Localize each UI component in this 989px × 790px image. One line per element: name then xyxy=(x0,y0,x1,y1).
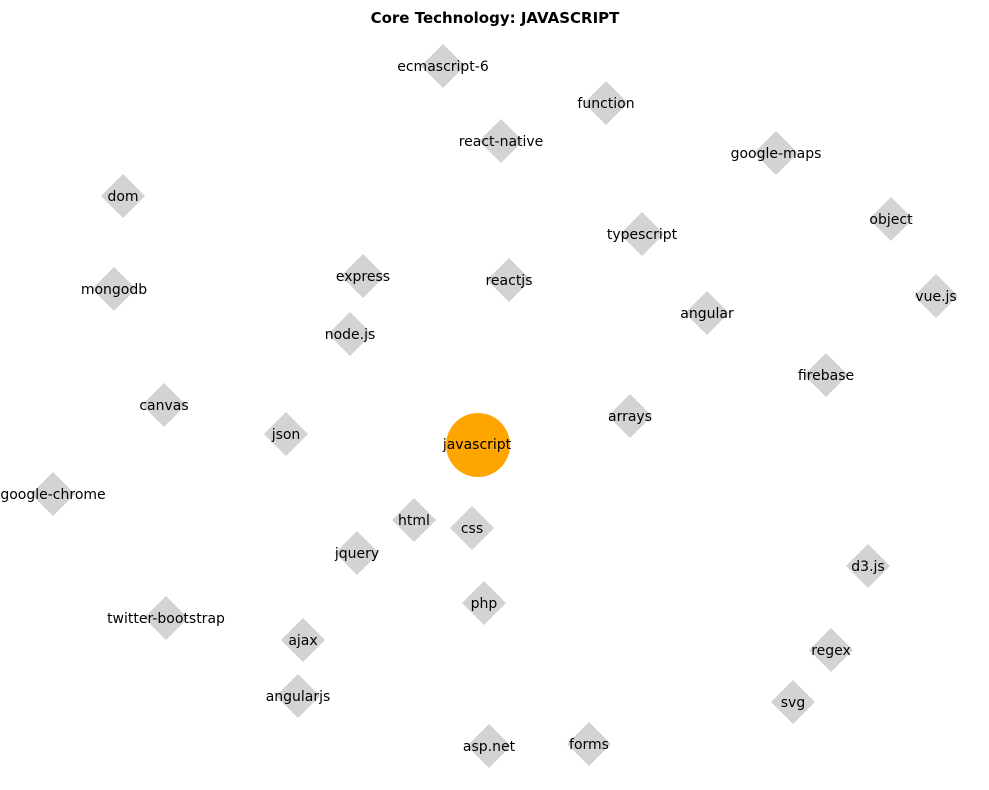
node-diamond xyxy=(754,131,798,175)
node-diamond xyxy=(467,724,511,768)
node-diamond xyxy=(392,498,436,542)
node-firebase: firebase xyxy=(798,353,854,397)
node-asp-net: asp.net xyxy=(463,724,516,768)
node-label: react-native xyxy=(459,134,544,150)
node-d3-js: d3.js xyxy=(846,544,890,588)
node-diamond xyxy=(92,267,136,311)
node-label: canvas xyxy=(139,398,188,414)
node-label: d3.js xyxy=(851,559,884,575)
node-label: vue.js xyxy=(915,289,956,305)
node-label: forms xyxy=(569,737,609,753)
node-function: function xyxy=(577,81,635,125)
node-label: google-maps xyxy=(731,146,822,162)
node-diamond xyxy=(584,81,628,125)
node-label: html xyxy=(398,513,430,529)
node-label: ecmascript-6 xyxy=(397,59,489,75)
node-label: php xyxy=(471,596,498,612)
center-node-label: javascript xyxy=(442,437,512,453)
node-forms: forms xyxy=(567,722,611,766)
node-label: firebase xyxy=(798,368,854,384)
node-diamond xyxy=(869,197,913,241)
node-label: express xyxy=(336,269,390,285)
node-diamond xyxy=(771,680,815,724)
node-svg: svg xyxy=(771,680,815,724)
node-express: express xyxy=(336,254,390,298)
node-twitter-bootstrap: twitter-bootstrap xyxy=(107,596,225,640)
node-label: css xyxy=(461,521,483,537)
node-diamond xyxy=(281,618,325,662)
node-diamond xyxy=(567,722,611,766)
node-vue-js: vue.js xyxy=(914,274,958,318)
node-diamond xyxy=(685,291,729,335)
node-label: regex xyxy=(811,643,851,659)
node-dom: dom xyxy=(101,174,145,218)
node-google-chrome: google-chrome xyxy=(0,472,106,516)
node-php: php xyxy=(462,581,506,625)
node-diamond xyxy=(487,258,531,302)
node-diamond xyxy=(264,412,308,456)
node-diamond xyxy=(450,506,494,550)
node-label: google-chrome xyxy=(0,487,105,503)
node-label: json xyxy=(271,427,301,443)
node-label: mongodb xyxy=(81,282,147,298)
graph-title: Core Technology: JAVASCRIPT xyxy=(371,9,621,27)
node-typescript: typescript xyxy=(607,212,678,256)
node-diamond xyxy=(328,312,372,356)
node-label: angular xyxy=(680,306,734,322)
node-angularjs: angularjs xyxy=(266,674,331,718)
node-diamond xyxy=(809,628,853,672)
node-object: object xyxy=(869,197,913,241)
node-diamond xyxy=(101,174,145,218)
node-diamond xyxy=(341,254,385,298)
node-google-maps: google-maps xyxy=(731,131,822,175)
node-diamond xyxy=(620,212,664,256)
node-label: node.js xyxy=(325,327,376,343)
node-label: arrays xyxy=(608,409,652,425)
node-label: jquery xyxy=(334,546,379,562)
node-mongodb: mongodb xyxy=(81,267,147,311)
nodes-layer: ecmascript-6 function react-native google-m… xyxy=(0,44,958,768)
node-diamond xyxy=(462,581,506,625)
node-json: json xyxy=(264,412,308,456)
node-diamond xyxy=(144,596,188,640)
node-ecmascript-6: ecmascript-6 xyxy=(397,44,489,88)
node-diamond xyxy=(804,353,848,397)
center-node-javascript xyxy=(446,413,510,477)
node-diamond xyxy=(276,674,320,718)
node-node-js: node.js xyxy=(325,312,376,356)
node-react-native: react-native xyxy=(459,119,544,163)
node-diamond xyxy=(479,119,523,163)
node-css: css xyxy=(450,506,494,550)
node-diamond xyxy=(142,383,186,427)
center-node-group: javascript xyxy=(442,413,512,477)
node-angular: angular xyxy=(680,291,734,335)
node-label: dom xyxy=(107,189,138,205)
node-label: ajax xyxy=(288,633,317,649)
node-label: function xyxy=(577,96,634,112)
node-ajax: ajax xyxy=(281,618,325,662)
node-label: object xyxy=(869,212,913,228)
node-reactjs: reactjs xyxy=(485,258,533,302)
node-label: typescript xyxy=(607,227,678,243)
node-label: asp.net xyxy=(463,739,516,755)
node-diamond xyxy=(335,531,379,575)
node-label: twitter-bootstrap xyxy=(107,611,225,627)
node-arrays: arrays xyxy=(608,394,652,438)
node-diamond xyxy=(914,274,958,318)
node-diamond xyxy=(846,544,890,588)
node-jquery: jquery xyxy=(334,531,379,575)
node-diamond xyxy=(31,472,75,516)
node-diamond xyxy=(421,44,465,88)
node-canvas: canvas xyxy=(139,383,189,427)
node-regex: regex xyxy=(809,628,853,672)
node-label: svg xyxy=(781,695,805,711)
node-label: angularjs xyxy=(266,689,331,705)
node-html: html xyxy=(392,498,436,542)
node-diamond xyxy=(608,394,652,438)
node-label: reactjs xyxy=(485,273,532,289)
